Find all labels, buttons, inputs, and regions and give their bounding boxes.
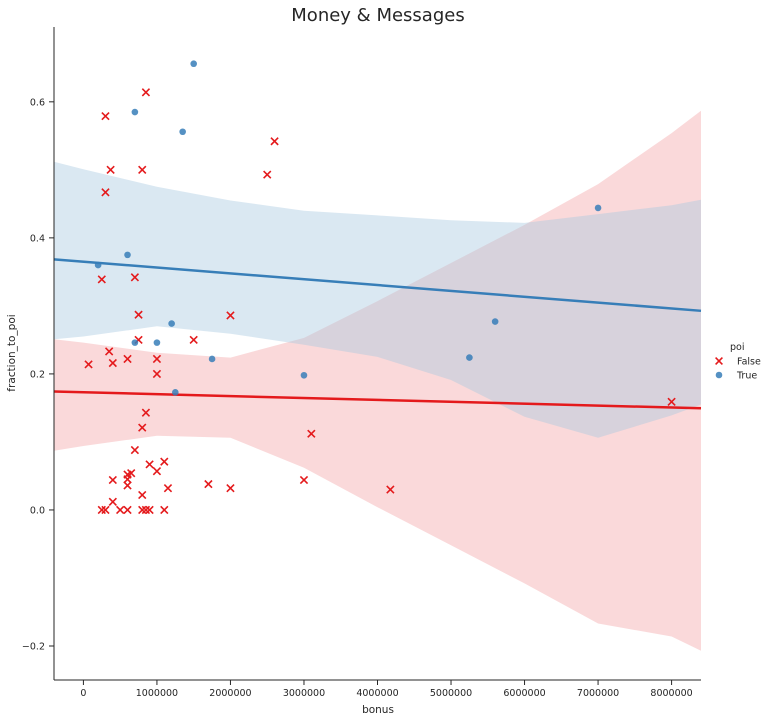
data-point-true xyxy=(179,128,186,136)
data-point-true xyxy=(208,355,216,363)
y-axis-ticks: −0.2 0.0 0.2 0.4 0.6 xyxy=(22,97,54,652)
regression-lines xyxy=(53,258,702,410)
x-tick-label: 7000000 xyxy=(577,688,619,699)
data-point-true xyxy=(94,261,102,269)
legend-marker xyxy=(715,357,723,365)
data-point-false xyxy=(130,273,140,282)
chart-title: Money & Messages xyxy=(291,5,464,26)
data-point-true xyxy=(153,339,161,346)
data-point-false xyxy=(145,460,154,469)
data-point-false xyxy=(138,490,147,500)
y-tick-label: −0.2 xyxy=(22,641,45,652)
data-point-false xyxy=(226,311,235,320)
data-point-false xyxy=(152,354,162,364)
legend: poi False True xyxy=(715,342,761,382)
data-point-true xyxy=(190,60,197,68)
x-tick-label: 0 xyxy=(80,688,86,699)
confidence-bands xyxy=(54,110,701,651)
data-point-false xyxy=(145,505,154,515)
data-point-false xyxy=(123,475,132,484)
data-point-false xyxy=(108,497,117,506)
data-point-false xyxy=(138,423,147,432)
legend-title: poi xyxy=(730,342,744,353)
data-point-false xyxy=(152,467,162,476)
y-tick-label: 0.4 xyxy=(30,233,45,244)
data-point-false xyxy=(226,484,235,493)
data-point-true xyxy=(168,320,175,327)
legend-label: True xyxy=(736,371,757,382)
y-tick-label: 0.0 xyxy=(30,505,45,516)
y-tick-label: 0.6 xyxy=(30,97,45,108)
data-point-false xyxy=(141,408,151,417)
data-point-false xyxy=(97,275,106,284)
data-point-false xyxy=(101,188,110,197)
data-point-true xyxy=(594,204,602,212)
confidence-band-false xyxy=(54,110,701,651)
data-point-false xyxy=(386,485,395,494)
data-point-false xyxy=(204,479,213,489)
regression-line-false xyxy=(53,390,702,410)
data-point-true xyxy=(172,388,179,396)
x-tick-label: 1000000 xyxy=(136,688,178,699)
x-tick-label: 4000000 xyxy=(356,688,398,699)
x-axis-label: bonus xyxy=(362,704,394,716)
legend-item-false: False xyxy=(715,357,761,368)
data-point-false xyxy=(134,310,143,319)
data-point-false xyxy=(667,397,676,406)
data-point-false xyxy=(101,505,110,515)
data-point-true xyxy=(131,339,139,346)
data-point-false xyxy=(104,347,114,356)
legend-label: False xyxy=(737,357,761,368)
data-point-false xyxy=(138,505,147,515)
data-point-false xyxy=(270,137,279,146)
data-point-false xyxy=(263,170,272,179)
data-point-false xyxy=(141,505,151,515)
x-axis-ticks: 0 1000000 2000000 3000000 4000000 5000000 6000… xyxy=(80,680,693,699)
x-tick-label: 6000000 xyxy=(503,688,545,699)
data-point-true xyxy=(300,371,308,379)
data-point-true xyxy=(131,108,139,116)
data-point-false xyxy=(160,505,169,515)
y-axis-label: fraction_to_poi xyxy=(6,314,18,391)
legend-item-true: True xyxy=(715,371,757,382)
data-point-false xyxy=(84,360,93,369)
data-point-false xyxy=(152,369,162,379)
regression-line-true xyxy=(53,258,702,313)
x-tick-label: 3000000 xyxy=(283,688,325,699)
data-points xyxy=(84,60,676,515)
data-point-false xyxy=(123,481,132,490)
data-point-false xyxy=(307,429,316,438)
data-point-false xyxy=(130,445,140,455)
data-point-false xyxy=(138,165,147,175)
data-point-true xyxy=(491,318,499,325)
data-point-false xyxy=(189,335,198,345)
y-tick-label: 0.2 xyxy=(30,369,45,380)
data-point-false xyxy=(97,505,106,515)
data-point-false xyxy=(101,111,110,121)
data-point-true xyxy=(466,354,473,361)
data-point-false xyxy=(141,88,151,97)
data-point-false xyxy=(106,165,115,175)
data-point-false xyxy=(108,475,117,485)
data-point-false xyxy=(123,354,132,364)
data-point-false xyxy=(116,505,125,515)
data-point-false xyxy=(123,505,132,515)
data-point-false xyxy=(160,457,169,466)
data-point-false xyxy=(163,484,173,493)
x-tick-label: 8000000 xyxy=(650,688,692,699)
data-point-true xyxy=(124,251,131,259)
x-tick-label: 2000000 xyxy=(209,688,251,699)
data-point-false xyxy=(108,358,117,368)
legend-marker xyxy=(715,371,723,379)
data-point-false xyxy=(299,475,309,485)
x-tick-label: 5000000 xyxy=(430,688,472,699)
confidence-band-true xyxy=(54,161,701,438)
